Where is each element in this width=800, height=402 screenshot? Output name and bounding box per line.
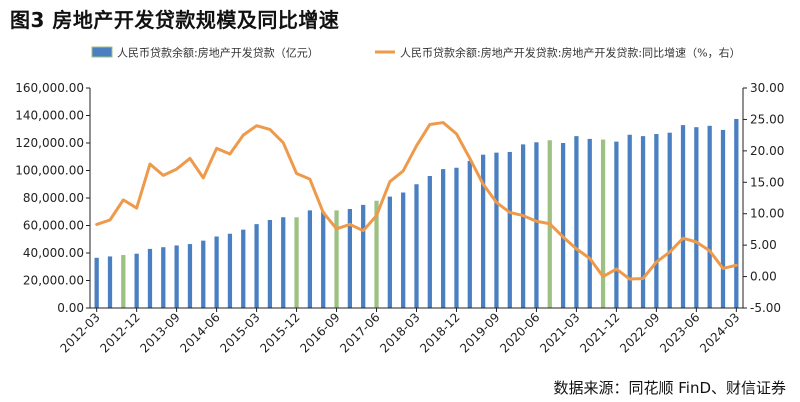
bar [587, 138, 592, 309]
x-tick-label: 2021-12 [577, 310, 622, 355]
left-tick-label: 60,000.00 [23, 219, 84, 233]
figure-source: 数据来源：同花顺 FinD、财信证券 [553, 379, 786, 397]
bar [454, 167, 459, 308]
left-tick-label: 100,000.00 [15, 164, 84, 178]
left-tick-label: 0.00 [57, 301, 84, 315]
x-tick-label: 2024-03 [697, 310, 742, 355]
x-tick-label: 2019-09 [457, 310, 502, 355]
bar [321, 211, 326, 308]
x-tick-label: 2012-12 [97, 310, 142, 355]
bar [361, 204, 366, 309]
x-tick-label: 2015-12 [257, 310, 302, 355]
bar [467, 160, 472, 309]
bar [560, 143, 566, 308]
line-series [95, 121, 738, 281]
bar [534, 142, 539, 308]
bar [334, 210, 339, 309]
left-tick-label: 120,000.00 [15, 136, 84, 150]
bar-series [94, 118, 739, 309]
bar [614, 141, 619, 309]
bar [520, 144, 526, 309]
x-tick-label: 2022-09 [617, 310, 662, 355]
right-tick-label: 10.00 [750, 207, 784, 221]
bar [507, 151, 512, 308]
bar [107, 256, 113, 308]
bar [387, 196, 392, 309]
bar [174, 245, 179, 308]
bar [121, 255, 126, 308]
right-tick-label: 30.00 [750, 81, 784, 95]
legend-line-label: 人民币贷款余额:房地产开发贷款:房地产开发贷款:同比增速（%，右） [400, 46, 741, 60]
bar [627, 134, 632, 308]
x-tick-label: 2018-12 [417, 310, 462, 355]
legend-bar-swatch [91, 46, 113, 58]
bar [241, 229, 246, 309]
bar [401, 192, 406, 308]
x-tick-label: 2018-03 [377, 310, 422, 355]
bar [680, 125, 686, 309]
x-tick-label: 2015-03 [217, 310, 262, 355]
bar [707, 125, 712, 308]
left-tick-label: 140,000.00 [15, 109, 84, 123]
bar [640, 136, 646, 309]
right-tick-label: 5.00 [750, 238, 777, 252]
bar [281, 217, 286, 308]
right-tick-label: 25.00 [750, 112, 784, 126]
x-tick-label: 2017-06 [337, 310, 382, 355]
left-tick-label: 20,000.00 [23, 274, 84, 288]
bar [720, 129, 726, 308]
x-tick-label: 2021-03 [537, 310, 582, 355]
bar [481, 154, 486, 308]
axes [86, 87, 747, 312]
left-tick-label: 40,000.00 [23, 246, 84, 260]
bar [347, 209, 352, 308]
legend: 人民币贷款余额:房地产开发贷款（亿元） 人民币贷款余额:房地产开发贷款:房地产开… [91, 46, 741, 60]
bar [494, 152, 499, 309]
bar [134, 253, 139, 308]
figure-title: 图3 房地产开发贷款规模及同比增速 [10, 8, 340, 32]
right-tick-label: 20.00 [750, 144, 784, 158]
right-tick-label: -5.00 [750, 301, 781, 315]
x-tick-label: 2020-06 [497, 310, 542, 355]
left-tick-label: 160,000.00 [15, 81, 84, 95]
bar [654, 134, 659, 308]
x-tick-label: 2023-06 [657, 310, 702, 355]
bar [667, 132, 672, 308]
bar [161, 247, 166, 308]
bar [201, 240, 206, 309]
right-tick-label: 0.00 [750, 270, 777, 284]
bar [600, 139, 606, 308]
right-tick-label: 15.00 [750, 175, 784, 189]
x-tick-label: 2013-09 [137, 310, 182, 355]
bar [414, 184, 419, 308]
x-tick-label: 2012-03 [57, 310, 102, 355]
bar [187, 244, 193, 308]
bar [147, 248, 153, 309]
bar [267, 220, 273, 308]
x-tick-label: 2014-06 [177, 310, 222, 355]
bar [94, 257, 99, 308]
growth-line [95, 121, 738, 281]
bar [574, 136, 579, 309]
bar [427, 176, 432, 308]
bar [254, 224, 259, 309]
bar [227, 233, 233, 308]
bar [694, 127, 699, 308]
bar [214, 236, 219, 308]
bar [307, 210, 313, 309]
bar [734, 118, 739, 308]
bar [374, 200, 379, 308]
bar [294, 217, 299, 308]
bar [441, 169, 446, 309]
legend-bar-label: 人民币贷款余额:房地产开发贷款（亿元） [117, 46, 319, 60]
left-tick-label: 80,000.00 [23, 191, 84, 205]
x-tick-label: 2016-09 [297, 310, 342, 355]
